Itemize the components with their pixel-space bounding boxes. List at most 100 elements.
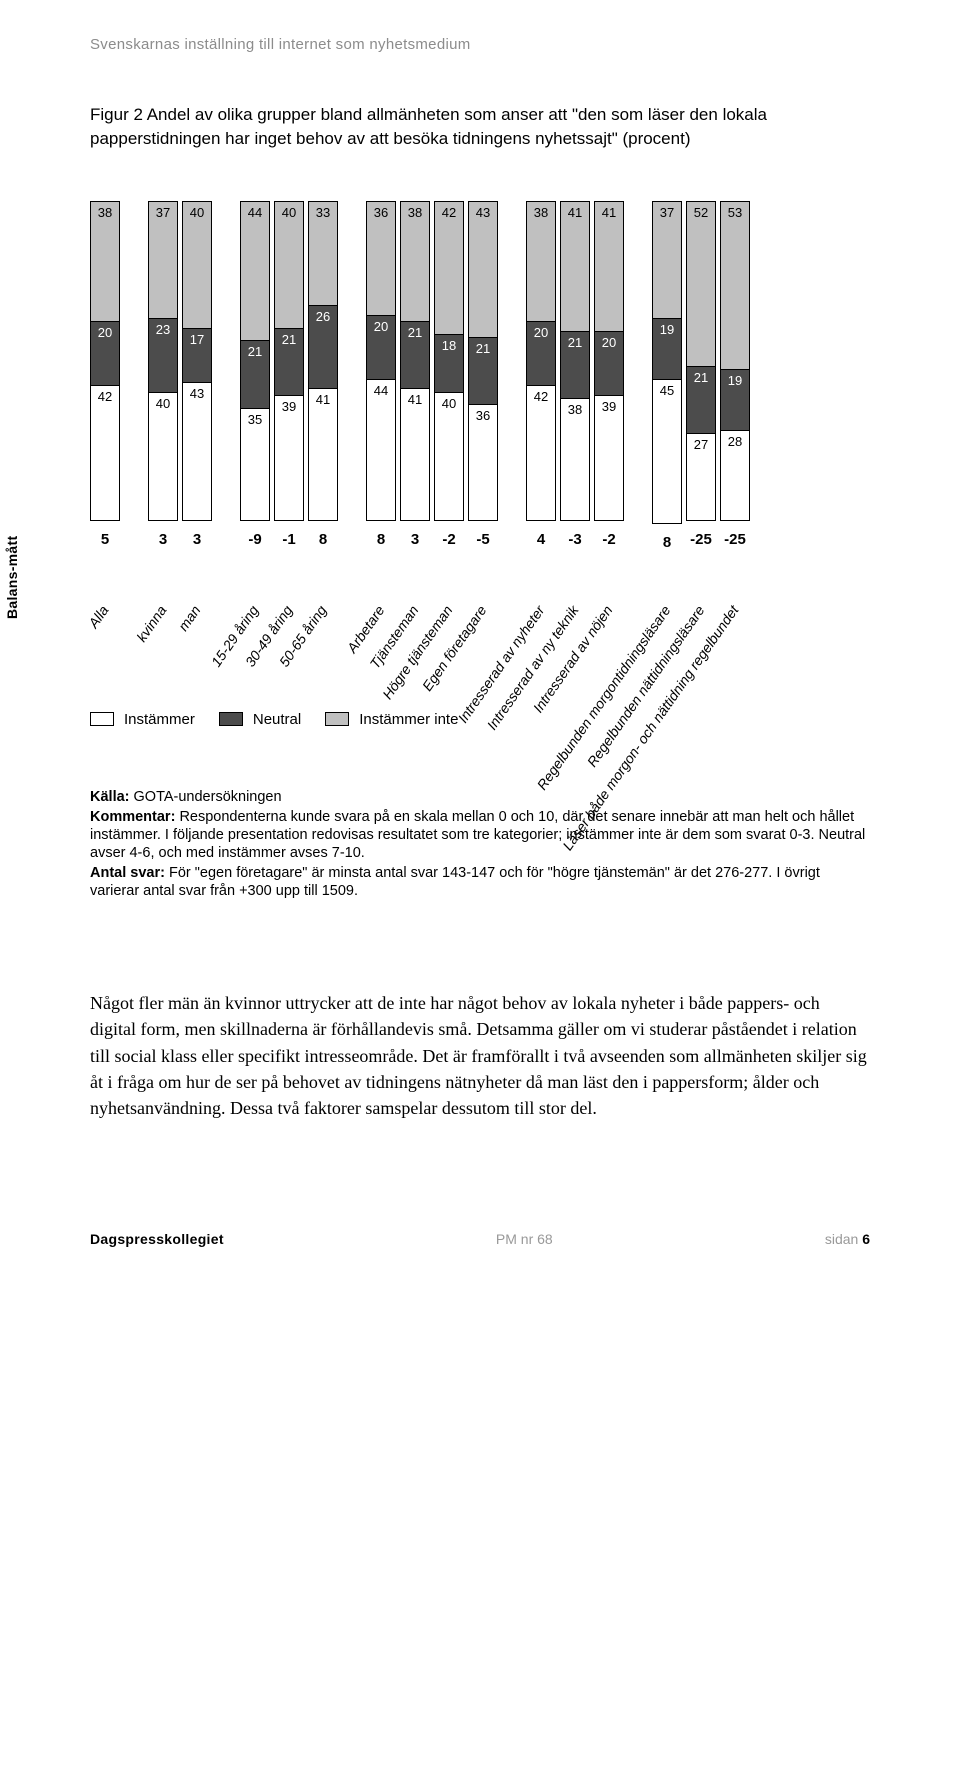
bar-segment: 21 <box>400 322 430 389</box>
balance-value: -2 <box>434 531 464 548</box>
running-head: Svenskarnas inställning till internet so… <box>90 36 870 53</box>
category-label: 50-65 åring <box>316 544 370 611</box>
bar-segment: 23 <box>148 319 178 393</box>
antal-label: Antal svar: <box>90 865 165 881</box>
footer-page-number: 6 <box>862 1231 870 1247</box>
figure-title: Figur 2 Andel av olika grupper bland all… <box>90 103 870 151</box>
antal-text: För "egen företagare" är minsta antal sv… <box>90 865 820 899</box>
bar: 3620448Arbetare <box>366 201 396 561</box>
body-paragraph: Något fler män än kvinnor uttrycker att … <box>90 990 870 1120</box>
bar-segment: 21 <box>274 329 304 396</box>
bar: 442135-915-29 åring <box>240 201 270 561</box>
bar-segment: 27 <box>686 434 716 520</box>
balance-value: -1 <box>274 531 304 548</box>
bar-segment: 44 <box>240 201 270 342</box>
bar-segment: 21 <box>468 338 498 405</box>
legend-swatch <box>90 712 114 726</box>
bar-segment: 37 <box>148 201 178 319</box>
bar: 412138-3Intresserad av ny teknik <box>560 201 590 561</box>
bar-segment: 19 <box>720 370 750 431</box>
bar-segment: 21 <box>686 367 716 434</box>
bar-group: 3723403kvinna4017433man <box>148 201 212 561</box>
bar-group: 3820424Intresserad av nyheter412138-3Int… <box>526 201 624 561</box>
bar-segment: 36 <box>366 201 396 316</box>
bar: 4017433man <box>182 201 212 561</box>
bar-segment: 17 <box>182 329 212 383</box>
kalla-label: Källa: <box>90 789 130 805</box>
bar-segment: 20 <box>90 322 120 386</box>
bar-segment: 45 <box>652 380 682 524</box>
bar-segment: 39 <box>594 396 624 521</box>
kalla-text: GOTA-undersökningen <box>134 789 282 805</box>
bar-segment: 53 <box>720 201 750 371</box>
bar-segment: 28 <box>720 431 750 521</box>
bar-segment: 40 <box>434 393 464 521</box>
bar: 3821413Tjänsteman <box>400 201 430 561</box>
footer-page-label: sidan <box>825 1231 858 1247</box>
legend-label: Neutral <box>253 711 301 728</box>
bar: 3820425Alla <box>90 201 120 561</box>
bar: 332641850-65 åring <box>308 201 338 561</box>
bar-group: 3820425Alla <box>90 201 120 561</box>
balance-value: 8 <box>366 531 396 548</box>
bar-segment: 33 <box>308 201 338 307</box>
category-label: Alla <box>98 583 125 611</box>
balance-value: -5 <box>468 531 498 548</box>
bar-segment: 40 <box>182 201 212 329</box>
bar-segment: 38 <box>526 201 556 323</box>
balance-value: -25 <box>720 531 750 548</box>
bar: 522127-25Regelbunden nättidningsläsare <box>686 201 716 561</box>
balance-value: 8 <box>308 531 338 548</box>
page-footer: Dagspresskollegiet PM nr 68 sidan 6 <box>90 1231 870 1247</box>
balance-value: -3 <box>560 531 590 548</box>
bar: 432136-5Egen företagare <box>468 201 498 561</box>
bar-segment: 21 <box>240 341 270 408</box>
bar-segment: 40 <box>274 201 304 329</box>
balance-value: 3 <box>182 531 212 548</box>
bar-segment: 20 <box>526 322 556 386</box>
bar-segment: 20 <box>594 332 624 396</box>
footer-publisher: Dagspresskollegiet <box>90 1231 224 1247</box>
bar-segment: 41 <box>594 201 624 332</box>
bar-segment: 19 <box>652 319 682 380</box>
balance-value: -2 <box>594 531 624 548</box>
legend-label: Instämmer <box>124 711 195 728</box>
bar-segment: 52 <box>686 201 716 367</box>
y-axis-label: Balans-mått <box>4 535 20 618</box>
bar-segment: 21 <box>560 332 590 399</box>
bar: 421840-2Högre tjänsteman <box>434 201 464 561</box>
bar-segment: 38 <box>400 201 430 323</box>
bar: 531928-25Läser både morgon- och nättidni… <box>720 201 750 561</box>
bar-segment: 36 <box>468 405 498 520</box>
bar: 3820424Intresserad av nyheter <box>526 201 556 561</box>
bar-segment: 38 <box>90 201 120 323</box>
bar-segment: 42 <box>90 386 120 520</box>
balance-value: 4 <box>526 531 556 548</box>
bar-segment: 39 <box>274 396 304 521</box>
bar-segment: 41 <box>400 389 430 520</box>
stacked-bar-chart: Balans-mått 3820425Alla3723403kvinna4017… <box>90 201 870 601</box>
bar-segment: 42 <box>526 386 556 520</box>
bar: 402139-130-49 åring <box>274 201 304 561</box>
bar-segment: 43 <box>468 201 498 339</box>
bar-group: 442135-915-29 åring402139-130-49 åring33… <box>240 201 338 561</box>
balance-value: -9 <box>240 531 270 548</box>
balance-value: 8 <box>652 534 682 551</box>
bar-segment: 42 <box>434 201 464 335</box>
bar-group: 3719458Regelbunden morgontidningsläsare5… <box>652 201 750 561</box>
bar: 3723403kvinna <box>148 201 178 561</box>
bar-segment: 40 <box>148 393 178 521</box>
bar-segment: 38 <box>560 399 590 521</box>
chart-legend: InstämmerNeutralInstämmer inte <box>90 711 870 728</box>
footer-series: PM nr 68 <box>496 1231 553 1247</box>
balance-value: -25 <box>686 531 716 548</box>
bar-segment: 43 <box>182 383 212 521</box>
bar: 412039-2Intresserad av nöjen <box>594 201 624 561</box>
kommentar-label: Kommentar: <box>90 809 175 825</box>
balance-value: 5 <box>90 531 120 548</box>
bar-segment: 26 <box>308 306 338 389</box>
bar-group: 3620448Arbetare3821413Tjänsteman421840-2… <box>366 201 498 561</box>
bar-segment: 41 <box>308 389 338 520</box>
bar-segment: 41 <box>560 201 590 332</box>
chart-notes: Källa: GOTA-undersökningen Kommentar: Re… <box>90 788 870 901</box>
